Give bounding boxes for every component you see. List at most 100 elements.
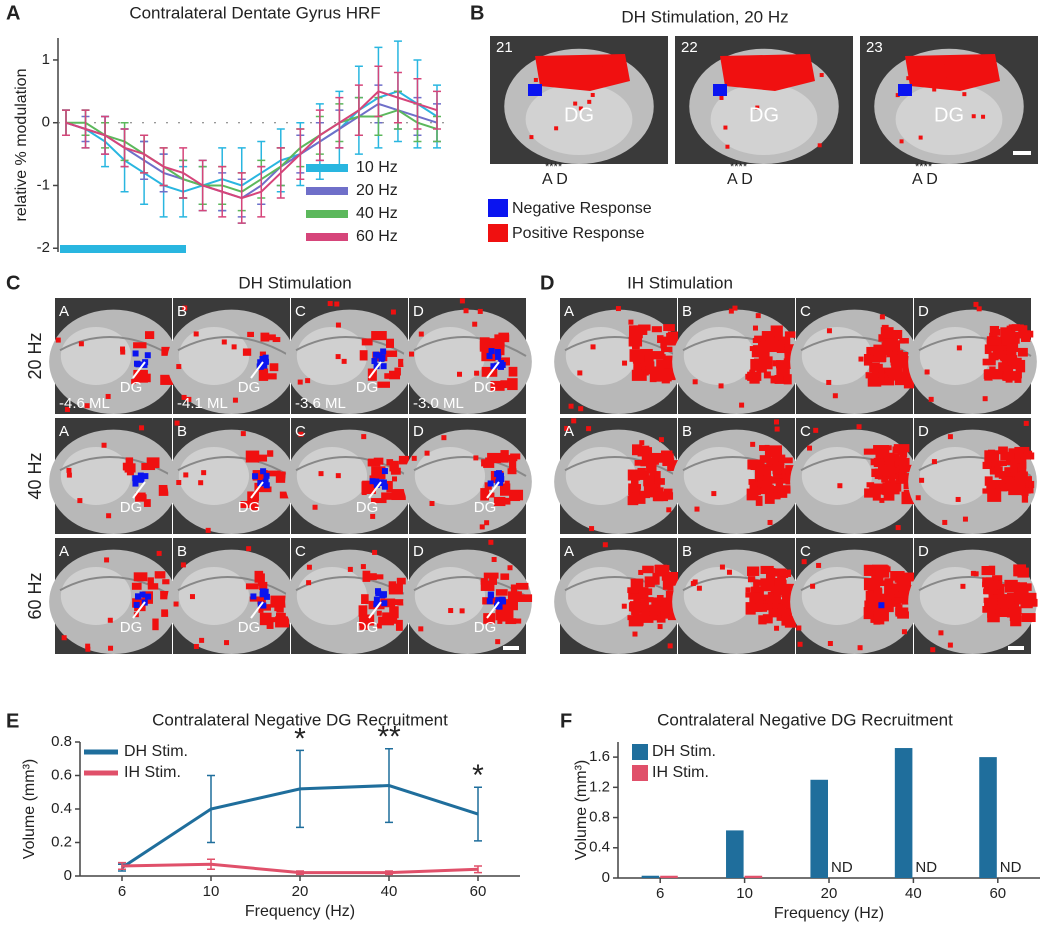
activation-positive bbox=[390, 309, 396, 315]
activation-positive bbox=[630, 578, 644, 589]
activation-positive bbox=[245, 450, 260, 463]
activation-positive bbox=[658, 437, 664, 443]
activation-positive bbox=[1020, 330, 1031, 342]
activation-positive bbox=[463, 308, 469, 314]
activation-positive bbox=[632, 631, 638, 637]
column-letter: C bbox=[295, 303, 306, 320]
activation-positive bbox=[902, 362, 911, 369]
activation-positive bbox=[182, 305, 188, 311]
region-pointer bbox=[250, 481, 264, 499]
activation-positive bbox=[869, 362, 880, 373]
activation-positive bbox=[989, 463, 1001, 469]
activation-positive bbox=[429, 500, 435, 506]
activation-negative bbox=[494, 470, 501, 477]
activation-positive bbox=[777, 603, 785, 612]
activation-positive bbox=[201, 470, 207, 476]
activation-positive bbox=[254, 570, 264, 583]
activation-positive bbox=[810, 583, 816, 589]
activation-positive bbox=[877, 471, 887, 480]
activation-negative bbox=[490, 363, 497, 370]
activation-positive bbox=[889, 483, 900, 495]
activation-positive bbox=[973, 571, 979, 577]
column-letter: A bbox=[59, 543, 69, 560]
activation-positive bbox=[984, 450, 1000, 463]
activation-positive bbox=[554, 126, 559, 131]
activation-positive bbox=[782, 592, 791, 605]
activation-positive bbox=[107, 617, 113, 623]
activation-positive bbox=[726, 60, 731, 65]
legend-label: Positive Response bbox=[512, 225, 645, 242]
activation-positive bbox=[660, 336, 667, 349]
activation-positive bbox=[711, 491, 717, 497]
activation-positive bbox=[1017, 347, 1028, 357]
activation-negative bbox=[373, 601, 380, 608]
activation-positive bbox=[395, 619, 403, 631]
activation-positive bbox=[251, 494, 257, 500]
activation-positive bbox=[639, 470, 646, 480]
activation-positive bbox=[903, 479, 911, 490]
activation-positive bbox=[389, 606, 399, 619]
activation-positive bbox=[250, 499, 259, 511]
activation-positive bbox=[104, 557, 110, 563]
activation-positive bbox=[1021, 613, 1036, 623]
brain-tissue bbox=[683, 567, 755, 625]
activation-positive bbox=[981, 566, 990, 576]
activation-positive bbox=[627, 615, 633, 621]
region-pointer bbox=[132, 601, 146, 619]
activation-negative bbox=[133, 601, 140, 608]
activation-positive bbox=[493, 496, 506, 507]
y-tick-label: -1 bbox=[37, 176, 50, 193]
activation-negative bbox=[139, 591, 146, 598]
activation-negative bbox=[262, 588, 269, 595]
activation-positive bbox=[657, 335, 664, 344]
region-label: DG bbox=[356, 499, 379, 516]
slice-number: 22 bbox=[681, 39, 698, 56]
activation-positive bbox=[189, 594, 195, 600]
activation-positive bbox=[378, 616, 394, 626]
legend-swatch bbox=[632, 765, 648, 781]
bar bbox=[744, 875, 763, 878]
activation-negative bbox=[497, 472, 504, 479]
brain-tissue bbox=[178, 447, 250, 505]
activation-positive bbox=[989, 596, 998, 610]
activation-positive bbox=[875, 450, 888, 464]
activation-positive bbox=[981, 114, 986, 119]
activation-positive bbox=[986, 482, 994, 494]
slice-number: 21 bbox=[496, 39, 513, 56]
activation-negative bbox=[135, 361, 142, 368]
brain-tissue bbox=[178, 327, 250, 385]
activation-positive bbox=[753, 579, 760, 593]
activation-negative bbox=[259, 355, 266, 362]
activation-positive bbox=[775, 478, 784, 487]
activation-positive bbox=[638, 324, 651, 331]
activation-positive bbox=[749, 594, 764, 604]
activation-positive bbox=[632, 613, 644, 626]
activation-negative bbox=[263, 482, 270, 489]
region-pointer bbox=[132, 361, 146, 379]
ml-label: -4.1 ML bbox=[177, 395, 228, 412]
activation-positive bbox=[879, 368, 885, 374]
panel-letter: D bbox=[540, 272, 554, 294]
activation-positive bbox=[418, 331, 424, 337]
activation-positive bbox=[755, 495, 763, 506]
y-tick-label: 1.6 bbox=[589, 748, 610, 765]
activation-positive bbox=[630, 593, 641, 599]
activation-positive bbox=[1008, 358, 1022, 370]
activation-positive bbox=[495, 610, 512, 621]
activation-positive bbox=[956, 345, 962, 351]
activation-positive bbox=[388, 581, 397, 591]
activation-positive bbox=[995, 352, 1002, 360]
activation-positive bbox=[694, 506, 700, 512]
region-label: DG bbox=[934, 104, 964, 126]
column-letter: C bbox=[295, 543, 306, 560]
activation-positive bbox=[529, 135, 534, 140]
activation-positive bbox=[392, 476, 398, 482]
activation-positive bbox=[480, 488, 490, 501]
activation-positive bbox=[998, 345, 1004, 351]
activation-positive bbox=[988, 565, 996, 576]
activation-positive bbox=[504, 599, 518, 611]
region-pointer bbox=[368, 601, 382, 619]
activation-positive bbox=[774, 625, 780, 631]
activation-positive bbox=[774, 568, 787, 577]
activation-negative bbox=[488, 348, 495, 355]
